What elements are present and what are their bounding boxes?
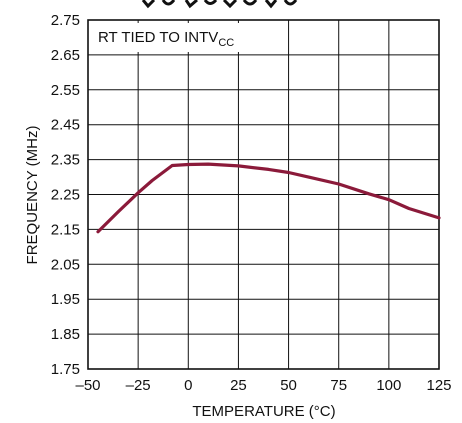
y-tick-label: 2.75 xyxy=(51,12,80,29)
y-tick-label: 2.65 xyxy=(51,47,80,64)
y-tick-label: 2.25 xyxy=(51,187,80,204)
annotation-main: RT TIED TO INTV xyxy=(98,29,218,46)
annotation-background xyxy=(91,23,243,52)
y-axis-label: FREQUENCY (MHz) xyxy=(24,126,41,265)
annotation-text: RT TIED TO INTVCC xyxy=(98,29,234,49)
annotation-subscript: CC xyxy=(218,37,234,49)
grid xyxy=(88,20,439,369)
x-tick-label: –25 xyxy=(126,377,151,394)
x-tick-label: 125 xyxy=(426,377,451,394)
y-tick-label: 2.05 xyxy=(51,256,80,273)
x-tick-label: 25 xyxy=(230,377,247,394)
y-tick-label: 1.75 xyxy=(51,361,80,378)
title-fragment xyxy=(141,0,298,9)
y-tick-label: 1.85 xyxy=(51,326,80,343)
y-tick-labels: 1.75 1.85 1.95 2.05 2.15 2.25 2.35 2.45 2.55 2.65… xyxy=(51,12,80,378)
y-tick-label: 2.55 xyxy=(51,82,80,99)
annotation-box: RT TIED TO INTVCC xyxy=(91,23,243,52)
y-tick-label: 2.35 xyxy=(51,152,80,169)
y-tick-label: 2.45 xyxy=(51,117,80,134)
x-tick-label: 75 xyxy=(330,377,347,394)
x-axis-label: TEMPERATURE (°C) xyxy=(192,403,335,420)
x-tick-label: 100 xyxy=(376,377,401,394)
x-tick-label: 0 xyxy=(184,377,192,394)
y-tick-label: 1.95 xyxy=(51,291,80,308)
x-tick-label: 50 xyxy=(280,377,297,394)
x-tick-label: –50 xyxy=(75,377,100,394)
plot-frame xyxy=(87,19,440,370)
series-line xyxy=(96,162,441,234)
y-tick-label: 2.15 xyxy=(51,221,80,238)
x-tick-labels: –50 –25 0 25 50 75 100 125 xyxy=(75,377,451,394)
